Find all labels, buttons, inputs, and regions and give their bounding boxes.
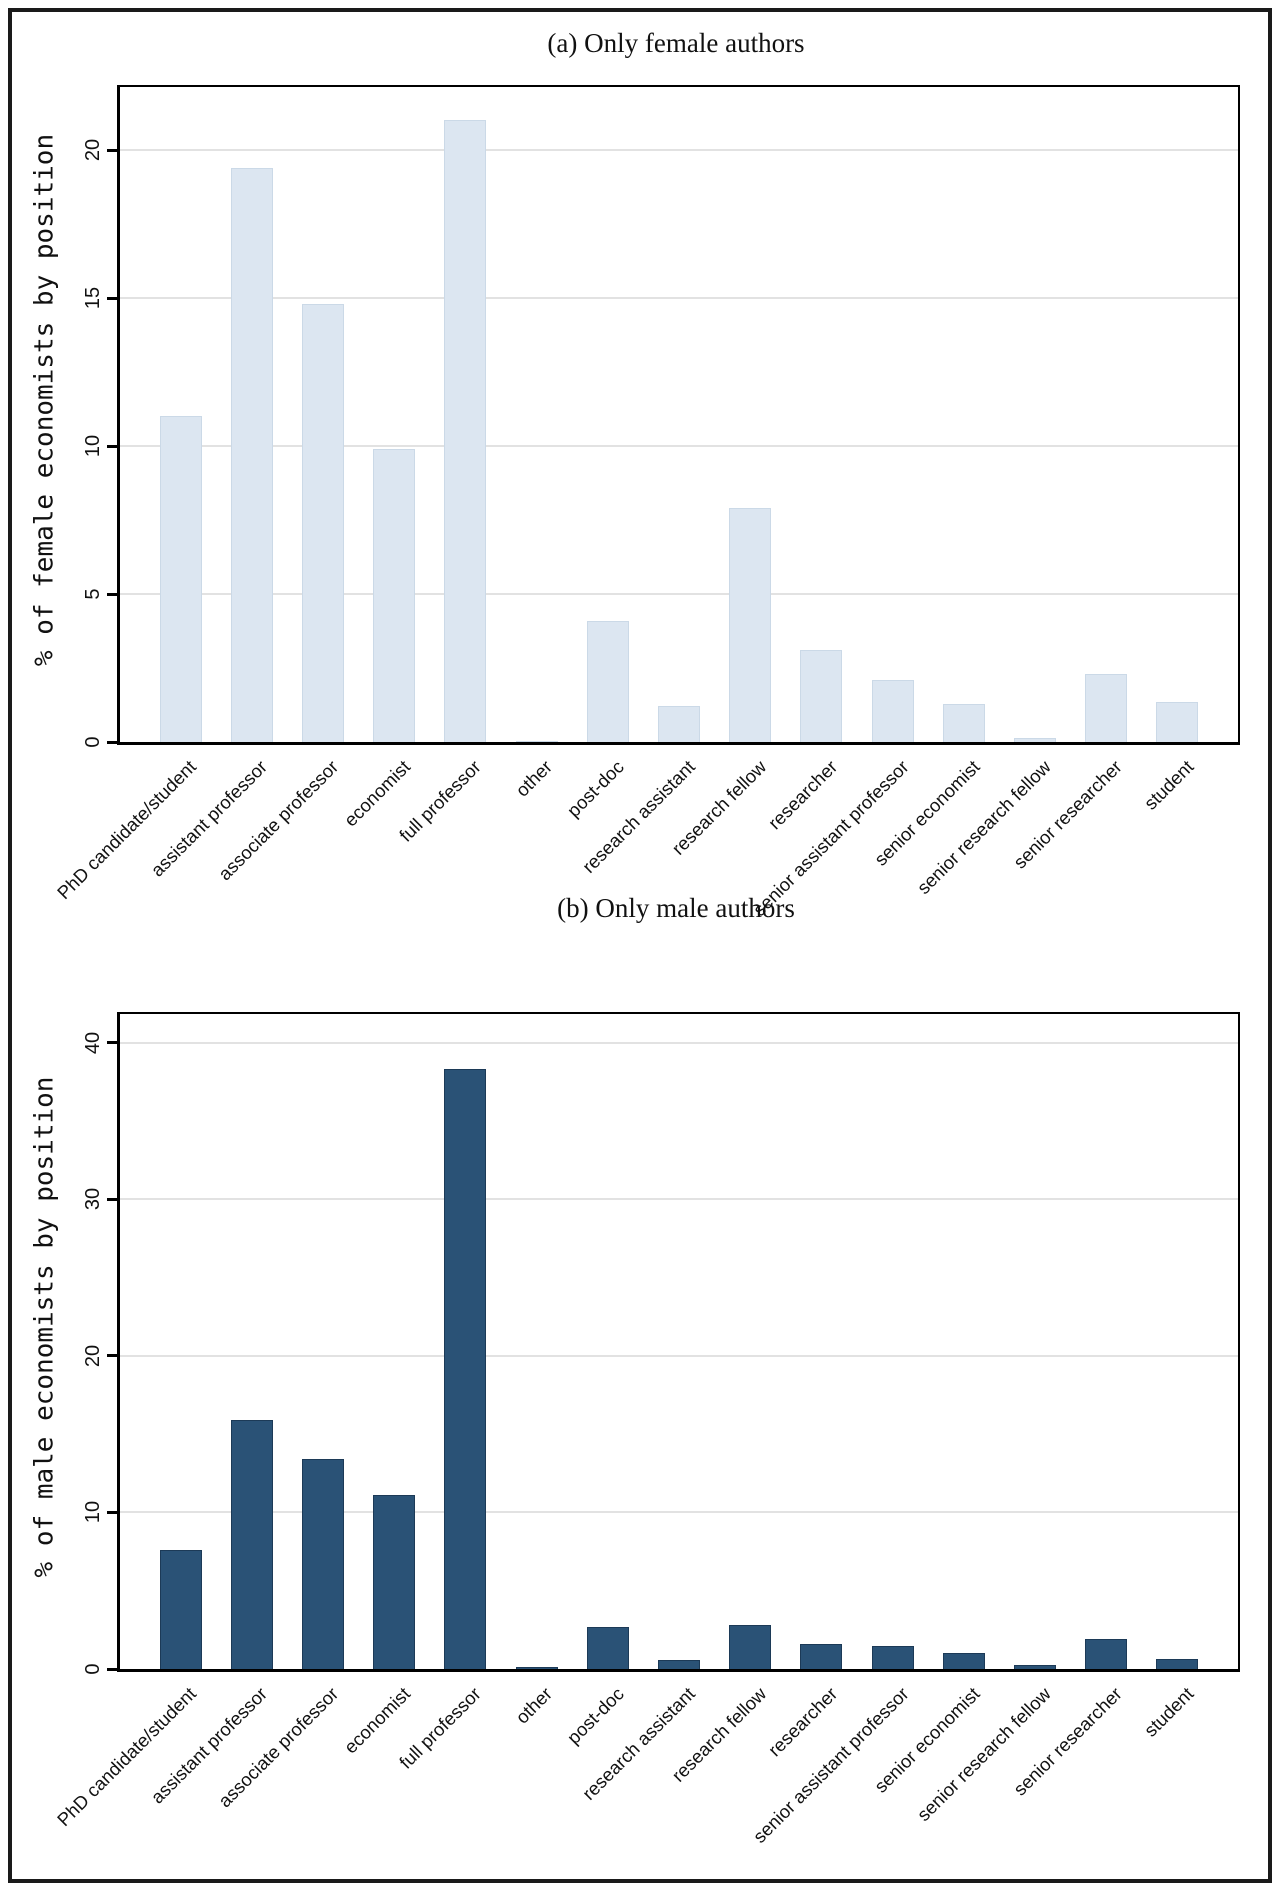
bar-research-assistant (657, 706, 700, 742)
y-tick-label-5: 5 (81, 588, 104, 600)
bar-post-doc (586, 621, 629, 742)
y-tick-label-10: 10 (81, 1501, 104, 1524)
y-tick-20 (107, 1354, 117, 1358)
y-tick-20 (107, 148, 117, 152)
bar-phd-candidate-student (159, 1550, 202, 1669)
bar-student (1156, 1659, 1199, 1669)
bar-senior-assistant-professor (871, 1646, 914, 1669)
y-tick-label-0: 0 (81, 1663, 104, 1675)
y-tick-0 (107, 740, 117, 744)
bar-other (515, 741, 558, 742)
bar-senior-research-fellow (1013, 738, 1056, 742)
gridline-y-10 (120, 445, 1238, 447)
figure-frame (8, 8, 1272, 1883)
y-tick-10 (107, 1510, 117, 1514)
y-tick-label-10: 10 (81, 434, 104, 458)
bar-senior-researcher (1085, 674, 1128, 742)
y-tick-10 (107, 444, 117, 448)
bar-economist (373, 449, 416, 742)
panel-a-title: (a) Only female authors (547, 28, 805, 58)
panel-b-title: (b) Only male authors (557, 893, 795, 923)
panel-a-y-axis-title: % of female economists by position (29, 133, 60, 667)
y-tick-label-15: 15 (81, 286, 104, 310)
y-tick-0 (107, 1667, 117, 1671)
gridline-y-20 (120, 149, 1238, 151)
bar-senior-economist (942, 704, 985, 742)
gridline-y-40 (120, 1041, 1238, 1044)
gridline-y-10 (120, 1511, 1238, 1514)
y-tick-label-0: 0 (81, 736, 104, 748)
bar-associate-professor (301, 304, 344, 742)
y-tick-label-20: 20 (81, 138, 104, 162)
y-tick-label-20: 20 (81, 1344, 104, 1367)
bar-research-fellow (729, 508, 772, 742)
bar-full-professor (444, 120, 487, 742)
bar-phd-candidate-student (159, 416, 202, 742)
panel-b-y-axis-title: % of male economists by position (29, 1076, 60, 1578)
gridline-y-15 (120, 297, 1238, 299)
bar-senior-economist (942, 1653, 985, 1669)
bar-research-assistant (657, 1660, 700, 1669)
bar-senior-research-fellow (1013, 1665, 1056, 1669)
bar-economist (373, 1495, 416, 1669)
gridline-y-5 (120, 593, 1238, 595)
panel-b-plot-area: 0 10 20 30 40 PhD candidate/student assistant … (53, 1012, 1240, 1847)
bar-senior-assistant-professor (871, 680, 914, 742)
panel-a-plot-area: 0 5 10 15 20 PhD candidate/student assistant p… (53, 85, 1240, 920)
y-tick-5 (107, 592, 117, 596)
bar-researcher (800, 1644, 843, 1669)
bar-senior-researcher (1085, 1639, 1128, 1669)
y-tick-30 (107, 1197, 117, 1201)
bar-post-doc (586, 1627, 629, 1669)
y-tick-40 (107, 1041, 117, 1045)
bar-other (515, 1667, 558, 1669)
gridline-y-20 (120, 1354, 1238, 1357)
bar-assistant-professor (230, 1420, 273, 1669)
bar-researcher (800, 650, 843, 742)
bar-associate-professor (301, 1459, 344, 1669)
y-tick-15 (107, 296, 117, 300)
bar-student (1156, 702, 1199, 742)
bar-assistant-professor (230, 168, 273, 742)
bar-research-fellow (729, 1625, 772, 1669)
bar-full-professor (444, 1069, 487, 1669)
gridline-y-30 (120, 1198, 1238, 1201)
y-tick-label-40: 40 (81, 1031, 104, 1054)
y-tick-label-30: 30 (81, 1188, 104, 1211)
